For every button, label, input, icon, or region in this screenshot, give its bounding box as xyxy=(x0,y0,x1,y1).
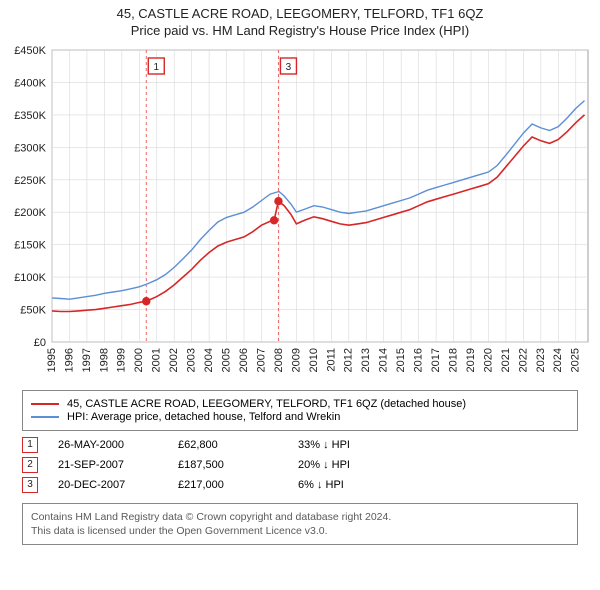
transaction-date: 26-MAY-2000 xyxy=(58,439,158,451)
svg-text:2022: 2022 xyxy=(517,348,529,372)
svg-text:1999: 1999 xyxy=(116,348,128,372)
transaction-row: 1 26-MAY-2000 £62,800 33% ↓ HPI xyxy=(22,437,578,453)
transaction-date: 20-DEC-2007 xyxy=(58,479,158,491)
attribution-line-1: Contains HM Land Registry data © Crown c… xyxy=(31,510,569,524)
svg-text:3: 3 xyxy=(286,62,292,73)
svg-text:£50K: £50K xyxy=(20,304,46,316)
svg-text:£450K: £450K xyxy=(14,45,46,57)
transaction-date: 21-SEP-2007 xyxy=(58,459,158,471)
title-line-1: 45, CASTLE ACRE ROAD, LEEGOMERY, TELFORD… xyxy=(0,6,600,23)
svg-text:2004: 2004 xyxy=(203,348,215,372)
svg-text:£0: £0 xyxy=(34,337,46,349)
chart-container: 45, CASTLE ACRE ROAD, LEEGOMERY, TELFORD… xyxy=(0,0,600,545)
svg-text:2009: 2009 xyxy=(290,348,302,372)
transaction-price: £187,500 xyxy=(178,459,278,471)
svg-text:2000: 2000 xyxy=(133,348,145,372)
svg-text:2019: 2019 xyxy=(465,348,477,372)
svg-text:2001: 2001 xyxy=(151,348,163,372)
attribution-box: Contains HM Land Registry data © Crown c… xyxy=(22,503,578,545)
svg-text:1997: 1997 xyxy=(81,348,93,372)
transaction-row: 2 21-SEP-2007 £187,500 20% ↓ HPI xyxy=(22,457,578,473)
transaction-delta: 6% ↓ HPI xyxy=(298,479,398,491)
svg-text:2014: 2014 xyxy=(378,348,390,372)
chart-area: £0 £50K £100K £150K £200K £250K £300K £350K £400… xyxy=(0,42,600,382)
svg-text:1: 1 xyxy=(153,62,159,73)
svg-text:£300K: £300K xyxy=(14,142,46,154)
svg-text:2003: 2003 xyxy=(186,348,198,372)
svg-text:1996: 1996 xyxy=(63,348,75,372)
transaction-price: £62,800 xyxy=(178,439,278,451)
transaction-badge: 3 xyxy=(22,477,38,493)
marker-point-1 xyxy=(142,297,150,305)
legend-item: HPI: Average price, detached house, Telf… xyxy=(31,411,569,423)
line-chart-svg: £0 £50K £100K £150K £200K £250K £300K £350K £400… xyxy=(0,42,600,382)
svg-text:2021: 2021 xyxy=(500,348,512,372)
svg-text:2023: 2023 xyxy=(535,348,547,372)
svg-text:2011: 2011 xyxy=(325,348,337,372)
transaction-delta: 33% ↓ HPI xyxy=(298,439,398,451)
svg-text:2008: 2008 xyxy=(273,348,285,372)
legend-item: 45, CASTLE ACRE ROAD, LEEGOMERY, TELFORD… xyxy=(31,398,569,410)
svg-text:£250K: £250K xyxy=(14,175,46,187)
svg-text:£100K: £100K xyxy=(14,272,46,284)
transaction-badge: 1 xyxy=(22,437,38,453)
svg-text:2002: 2002 xyxy=(168,348,180,372)
title-line-2: Price paid vs. HM Land Registry's House … xyxy=(0,23,600,40)
svg-text:£350K: £350K xyxy=(14,110,46,122)
svg-text:1998: 1998 xyxy=(98,348,110,372)
svg-text:2018: 2018 xyxy=(447,348,459,372)
transaction-badge: 2 xyxy=(22,457,38,473)
svg-text:£400K: £400K xyxy=(14,77,46,89)
marker-point-2 xyxy=(270,216,278,224)
legend-swatch xyxy=(31,403,59,405)
svg-text:2016: 2016 xyxy=(413,348,425,372)
marker-point-3 xyxy=(274,197,282,205)
svg-text:2013: 2013 xyxy=(360,348,372,372)
transaction-delta: 20% ↓ HPI xyxy=(298,459,398,471)
transaction-row: 3 20-DEC-2007 £217,000 6% ↓ HPI xyxy=(22,477,578,493)
svg-text:1995: 1995 xyxy=(46,348,58,372)
transactions-list: 1 26-MAY-2000 £62,800 33% ↓ HPI 2 21-SEP-2007… xyxy=(22,437,578,493)
svg-text:2015: 2015 xyxy=(395,348,407,372)
svg-text:2006: 2006 xyxy=(238,348,250,372)
svg-text:2017: 2017 xyxy=(430,348,442,372)
svg-text:2010: 2010 xyxy=(308,348,320,372)
svg-text:2012: 2012 xyxy=(343,348,355,372)
title-block: 45, CASTLE ACRE ROAD, LEEGOMERY, TELFORD… xyxy=(0,0,600,42)
svg-text:2005: 2005 xyxy=(220,348,232,372)
svg-text:2020: 2020 xyxy=(482,348,494,372)
svg-text:2007: 2007 xyxy=(255,348,267,372)
legend: 45, CASTLE ACRE ROAD, LEEGOMERY, TELFORD… xyxy=(22,390,578,431)
legend-label: 45, CASTLE ACRE ROAD, LEEGOMERY, TELFORD… xyxy=(67,398,466,410)
svg-text:£200K: £200K xyxy=(14,207,46,219)
legend-swatch xyxy=(31,416,59,418)
svg-text:2025: 2025 xyxy=(570,348,582,372)
legend-label: HPI: Average price, detached house, Telf… xyxy=(67,411,340,423)
transaction-price: £217,000 xyxy=(178,479,278,491)
svg-text:£150K: £150K xyxy=(14,239,46,251)
attribution-line-2: This data is licensed under the Open Gov… xyxy=(31,524,569,538)
svg-text:2024: 2024 xyxy=(552,348,564,372)
